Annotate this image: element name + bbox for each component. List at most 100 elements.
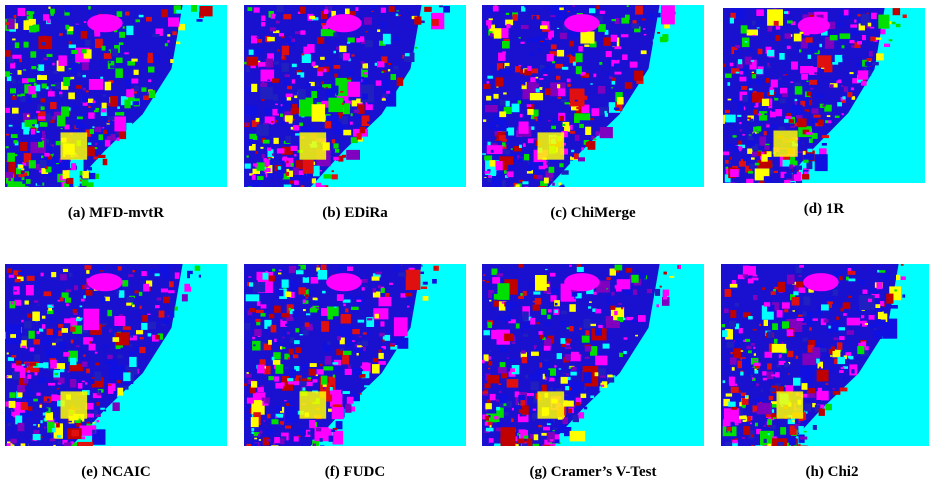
- map-region: [256, 118, 260, 122]
- map-region: [846, 277, 849, 281]
- panel: (g) Cramer’s V-Test: [482, 264, 704, 481]
- map-region: [809, 138, 813, 143]
- map-region: [87, 14, 123, 32]
- map-region: [276, 290, 283, 296]
- map-region: [362, 287, 365, 290]
- map-region: [611, 35, 617, 42]
- map-region: [267, 80, 270, 81]
- map-region: [423, 282, 428, 285]
- map-region: [849, 41, 851, 43]
- map-region: [563, 400, 574, 406]
- map-region: [722, 330, 727, 337]
- map-region: [876, 53, 884, 60]
- map-region: [252, 181, 260, 187]
- map-region: [489, 443, 494, 446]
- map-region: [47, 329, 53, 335]
- map-region: [102, 46, 106, 51]
- map-region: [29, 331, 35, 339]
- map-region: [60, 274, 67, 280]
- map-region: [6, 22, 10, 25]
- map-region: [550, 439, 554, 441]
- map-region: [44, 427, 46, 429]
- map-region: [775, 109, 782, 116]
- map-region: [747, 416, 751, 421]
- map-region: [588, 306, 591, 308]
- map-region: [5, 71, 10, 77]
- map-region: [534, 175, 537, 179]
- map-region: [489, 18, 493, 20]
- map-region: [574, 113, 590, 120]
- map-region: [484, 330, 490, 335]
- map-region: [253, 282, 265, 292]
- map-region: [37, 75, 47, 80]
- map-region: [615, 72, 622, 75]
- map-region: [115, 68, 123, 78]
- map-region: [289, 281, 297, 292]
- map-region: [321, 376, 328, 385]
- map-region: [23, 69, 26, 70]
- map-region: [154, 55, 160, 63]
- map-region: [873, 291, 878, 294]
- map-region: [789, 119, 794, 123]
- map-region: [252, 337, 255, 340]
- map-region: [321, 81, 324, 84]
- map-region: [833, 78, 838, 81]
- map-region: [553, 428, 557, 430]
- map-region: [285, 117, 293, 122]
- map-region: [309, 420, 315, 428]
- map-region: [901, 276, 906, 280]
- map-region: [495, 77, 503, 86]
- map-region: [762, 99, 769, 106]
- map-region: [267, 414, 270, 418]
- map-region: [118, 355, 123, 359]
- map-region: [484, 156, 492, 161]
- map-region: [32, 312, 40, 321]
- map-region: [728, 82, 731, 86]
- map-region: [61, 15, 63, 16]
- map-region: [612, 19, 617, 21]
- map-region: [584, 387, 586, 390]
- map-region: [832, 304, 835, 308]
- map-region: [245, 164, 251, 169]
- map-region: [778, 127, 785, 130]
- map-region: [724, 408, 739, 422]
- map-region: [501, 427, 516, 446]
- map-region: [293, 168, 299, 176]
- map-region: [577, 73, 580, 75]
- map-region: [105, 139, 111, 147]
- map-region: [12, 409, 15, 412]
- map-region: [848, 296, 852, 298]
- map-region: [74, 285, 78, 290]
- map-region: [54, 418, 60, 422]
- map-region: [547, 315, 550, 320]
- map-region: [159, 311, 165, 318]
- map-region: [142, 315, 148, 322]
- map-region: [278, 166, 281, 170]
- map-region: [256, 37, 259, 38]
- map-region: [59, 92, 62, 95]
- map-region: [606, 297, 611, 299]
- map-region: [606, 316, 614, 322]
- map-region: [375, 314, 379, 319]
- map-region: [533, 16, 537, 21]
- map-region: [41, 42, 45, 46]
- map-region: [152, 34, 159, 37]
- map-region: [593, 292, 596, 295]
- map-region: [69, 68, 72, 69]
- map-region: [63, 77, 70, 86]
- map-region: [256, 319, 261, 322]
- map-region: [545, 88, 551, 95]
- map-region: [285, 291, 291, 297]
- map-region: [303, 309, 306, 311]
- map-region: [556, 76, 560, 80]
- map-region: [244, 383, 247, 386]
- map-region: [294, 180, 299, 185]
- map-region: [274, 61, 279, 65]
- map-region: [868, 299, 872, 302]
- map-region: [760, 319, 762, 322]
- map-region: [309, 16, 315, 19]
- map-region: [57, 388, 59, 390]
- panel: (b) EDiRa: [244, 5, 466, 222]
- map-region: [284, 185, 292, 188]
- map-region: [501, 28, 509, 38]
